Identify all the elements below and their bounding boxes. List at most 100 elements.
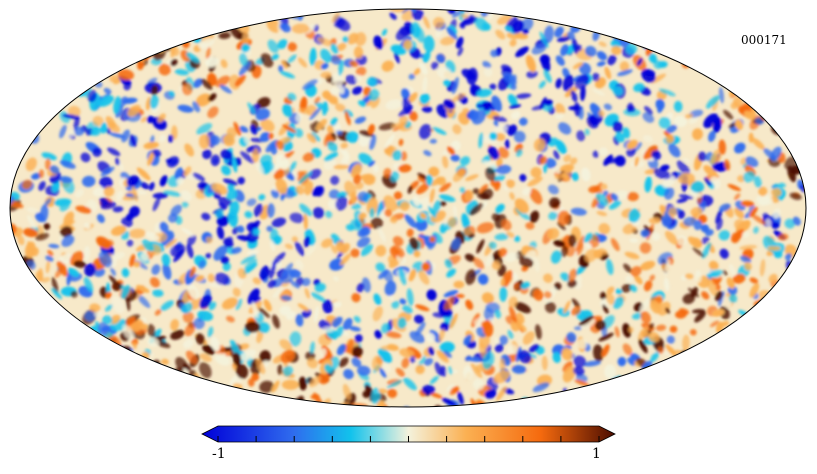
field-blob (239, 349, 257, 361)
field-blob (429, 236, 436, 243)
field-blob (44, 197, 52, 207)
field-blob (459, 156, 471, 166)
field-blob (295, 111, 303, 122)
field-blob (655, 324, 667, 331)
field-blob (220, 256, 230, 265)
field-blob (354, 116, 366, 124)
field-blob (255, 162, 264, 175)
field-blob (663, 187, 675, 200)
field-blob (345, 74, 358, 85)
field-blob (733, 96, 743, 108)
field-blob (584, 248, 598, 263)
field-blob (598, 332, 614, 342)
field-blob (58, 176, 73, 184)
field-blob (280, 349, 296, 364)
field-blob (325, 210, 333, 219)
field-blob (476, 239, 485, 254)
field-blob (758, 186, 768, 197)
field-blob (387, 255, 395, 264)
field-blob (321, 238, 333, 248)
field-blob (360, 244, 374, 257)
field-blob (496, 386, 507, 401)
field-blob (509, 103, 522, 109)
field-blob (117, 69, 135, 81)
field-blob (463, 365, 473, 381)
field-blob (251, 373, 260, 382)
field-blob (465, 269, 476, 285)
field-blob (111, 225, 127, 236)
field-blob (257, 322, 270, 334)
field-blob (131, 184, 138, 202)
field-blob (771, 188, 782, 197)
field-blob (354, 32, 367, 46)
field-blob (109, 132, 126, 139)
field-blob (547, 184, 559, 195)
field-blob (573, 366, 585, 376)
field-blob (350, 219, 363, 231)
field-blob (192, 172, 206, 182)
field-blob (497, 123, 508, 133)
field-blob (287, 42, 297, 52)
field-blob (615, 132, 625, 143)
field-blob (315, 118, 327, 131)
field-blob (413, 314, 425, 324)
field-blob (612, 85, 623, 96)
field-blob (24, 241, 36, 259)
field-blob (774, 284, 781, 299)
field-blob (755, 194, 773, 206)
field-blob (346, 339, 354, 354)
field-blob (571, 38, 579, 55)
field-blob (688, 190, 702, 198)
field-blob (520, 281, 530, 290)
field-blob (494, 343, 504, 353)
field-blob (508, 296, 518, 308)
field-blob (158, 134, 167, 143)
field-blob (387, 344, 399, 351)
field-blob (339, 146, 350, 159)
field-blob (208, 93, 217, 102)
field-blob (375, 262, 386, 272)
field-blob (92, 186, 108, 197)
field-blob (339, 253, 351, 266)
field-blob (676, 198, 688, 204)
field-blob (503, 72, 517, 86)
field-blob (392, 150, 403, 161)
field-blob (759, 258, 766, 277)
field-blob (419, 123, 432, 140)
field-blob (626, 102, 634, 113)
field-blob (669, 325, 678, 333)
field-blob (543, 273, 553, 283)
field-blob (235, 298, 243, 311)
field-blob (232, 287, 241, 297)
field-blob (506, 179, 515, 189)
field-blob (563, 300, 571, 314)
field-blob (745, 156, 759, 168)
field-blob (353, 46, 364, 59)
field-blob (278, 65, 284, 73)
field-blob (87, 89, 97, 103)
field-blob (522, 187, 532, 196)
field-blob (584, 45, 597, 57)
field-blob (728, 294, 738, 303)
field-blob (544, 158, 557, 169)
field-blob (653, 60, 663, 69)
field-blob (533, 289, 544, 301)
field-blob (103, 186, 115, 197)
field-blob (268, 132, 274, 140)
field-blob (289, 331, 302, 347)
field-blob (237, 176, 245, 185)
field-blob (126, 239, 134, 247)
field-blob (466, 67, 478, 85)
field-blob (244, 211, 253, 219)
field-blob (425, 332, 436, 343)
field-blob (399, 201, 410, 211)
field-blob (439, 201, 447, 207)
field-blob (392, 245, 405, 258)
field-blob (237, 268, 247, 279)
field-blob (494, 233, 509, 241)
field-blob (275, 154, 290, 170)
field-blob (567, 279, 578, 288)
field-blob (592, 88, 606, 96)
field-blob (476, 103, 484, 109)
